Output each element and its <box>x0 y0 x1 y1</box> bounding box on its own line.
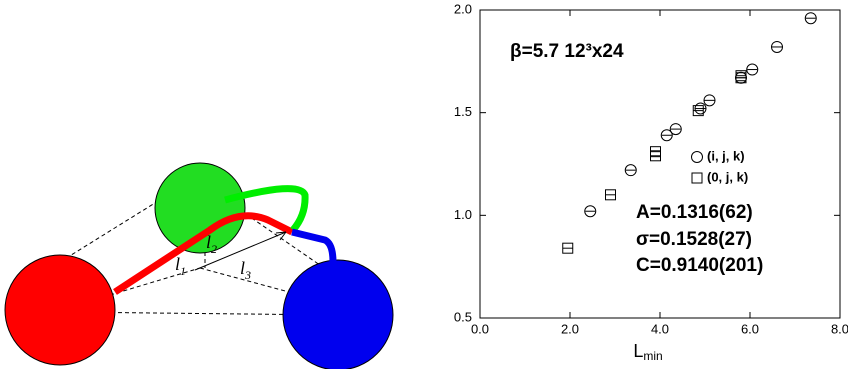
y-tick-label: 2.0 <box>454 1 472 16</box>
x-tick-label: 0.0 <box>471 321 489 336</box>
label-l1: l1 <box>175 254 186 278</box>
y-tick-label: 1.0 <box>454 207 472 222</box>
point <box>660 129 673 142</box>
diagram: l1 l2 l3 <box>4 162 394 371</box>
red-string <box>113 212 294 295</box>
fit-line: A=0.1316(62) <box>636 202 753 223</box>
legend-label: (0, j, k) <box>707 169 748 184</box>
point <box>669 123 682 136</box>
point <box>703 94 716 107</box>
label-text: l <box>175 254 180 274</box>
annotation: β=5.7 12³x24 <box>510 41 624 62</box>
point <box>691 151 703 163</box>
fit-line: C=0.9140(201) <box>636 255 763 276</box>
point <box>771 40 783 53</box>
point <box>691 172 703 184</box>
blue-sphere <box>282 259 394 371</box>
legend-label: (i, j, k) <box>707 148 745 163</box>
label-text: l <box>240 258 245 278</box>
y-tick-label: 0.5 <box>454 309 472 324</box>
y-tick-label: 1.5 <box>454 104 472 119</box>
arrow <box>194 231 287 271</box>
x-tick-label: 2.0 <box>561 321 579 336</box>
label-sub: 3 <box>244 268 251 282</box>
point <box>746 63 759 76</box>
red-sphere <box>4 254 116 366</box>
fit-line: σ=0.1528(27) <box>636 229 752 250</box>
arrow-head <box>275 231 287 241</box>
x-label-sub: min <box>643 349 662 363</box>
label-text: l <box>206 232 211 252</box>
x-tick-label: 4.0 <box>651 321 669 336</box>
green-string <box>224 185 309 233</box>
blue-string <box>291 228 337 263</box>
point <box>624 164 637 177</box>
label-l2: l2 <box>206 232 217 256</box>
label-sub: 2 <box>211 242 217 256</box>
x-tick-label: 8.0 <box>831 321 848 336</box>
label-sub: 1 <box>180 264 186 278</box>
point <box>694 102 707 115</box>
x-label-main: L <box>633 341 643 361</box>
label-l3: l3 <box>240 258 251 282</box>
point <box>584 205 597 218</box>
x-axis-label: Lmin <box>633 341 662 363</box>
x-tick-label: 6.0 <box>741 321 759 336</box>
point <box>804 12 817 25</box>
green-sphere <box>154 162 246 254</box>
